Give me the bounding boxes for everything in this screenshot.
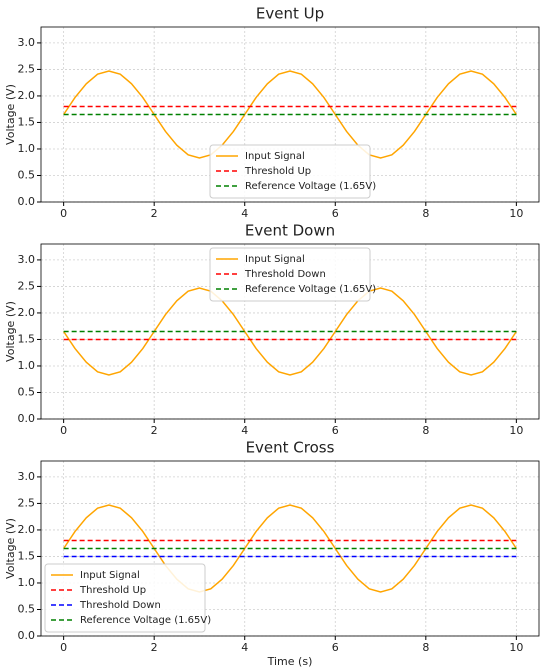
y-tick-label: 2.0 — [18, 89, 36, 102]
y-tick-label: 0.5 — [18, 168, 36, 181]
y-tick-label: 1.5 — [18, 549, 36, 562]
y-tick-label: 2.0 — [18, 523, 36, 536]
y-tick-label: 0.0 — [18, 412, 36, 425]
x-tick-label: 2 — [151, 207, 158, 220]
x-tick-label: 6 — [332, 207, 339, 220]
y-tick-label: 0.5 — [18, 602, 36, 615]
x-tick-label: 6 — [332, 641, 339, 654]
chart-title: Event Cross — [246, 439, 335, 457]
legend-label: Threshold Down — [79, 600, 161, 611]
y-tick-label: 3.0 — [18, 253, 36, 266]
legend-label: Input Signal — [245, 254, 305, 265]
legend: Input Signal Threshold Up Threshold Down Re… — [44, 563, 211, 633]
x-tick-label: 10 — [509, 207, 523, 220]
legend-box — [209, 144, 371, 199]
x-tick-label: 4 — [241, 424, 248, 437]
x-tick-label: 4 — [241, 207, 248, 220]
axes-frame — [40, 460, 540, 637]
y-tick-label: 3.0 — [18, 36, 36, 49]
y-tick-label: 1.0 — [18, 142, 36, 155]
chart-title: Event Down — [245, 222, 335, 240]
y-tick-label: 3.0 — [18, 470, 36, 483]
y-tick-label: 2.5 — [18, 62, 36, 75]
y-axis-label: Voltage (V) — [4, 301, 17, 362]
x-tick-label: 10 — [509, 641, 523, 654]
signal-line — [63, 70, 517, 159]
y-tick-label: 2.0 — [18, 306, 36, 319]
x-tick-label: 2 — [151, 641, 158, 654]
y-tick-label: 1.0 — [18, 576, 36, 589]
y-tick-label: 0.5 — [18, 385, 36, 398]
signal-line — [63, 287, 517, 376]
x-tick-label: 8 — [422, 207, 429, 220]
legend-label: Reference Voltage (1.65V) — [245, 284, 376, 295]
y-tick-label: 2.5 — [18, 496, 36, 509]
axes-frame — [40, 243, 540, 420]
x-tick-label: 0 — [60, 641, 67, 654]
y-tick-label: 1.5 — [18, 332, 36, 345]
y-tick-label: 2.5 — [18, 279, 36, 292]
x-tick-label: 0 — [60, 207, 67, 220]
x-tick-label: 6 — [332, 424, 339, 437]
legend-label: Reference Voltage (1.65V) — [80, 615, 211, 626]
legend-label: Input Signal — [80, 570, 140, 581]
x-tick-label: 10 — [509, 424, 523, 437]
legend-label: Reference Voltage (1.65V) — [245, 181, 376, 192]
y-axis-label: Voltage (V) — [4, 84, 17, 145]
legend-label: Threshold Down — [244, 269, 326, 280]
legend-label: Input Signal — [245, 151, 305, 162]
axes-frame — [40, 26, 540, 203]
x-axis-label: Time (s) — [267, 655, 313, 668]
y-tick-label: 1.0 — [18, 359, 36, 372]
x-tick-label: 8 — [422, 641, 429, 654]
x-tick-label: 8 — [422, 424, 429, 437]
chart-title: Event Up — [256, 5, 324, 23]
y-tick-label: 1.5 — [18, 115, 36, 128]
legend-box — [44, 563, 206, 633]
x-tick-label: 0 — [60, 424, 67, 437]
legend: Input Signal Threshold Up Reference Voltag… — [209, 144, 376, 199]
legend-label: Threshold Up — [79, 585, 146, 596]
signal-line — [63, 504, 517, 593]
legend-box — [209, 247, 371, 302]
legend-label: Threshold Up — [244, 166, 311, 177]
x-tick-label: 2 — [151, 424, 158, 437]
y-tick-label: 0.0 — [18, 195, 36, 208]
x-tick-label: 4 — [241, 641, 248, 654]
y-tick-label: 0.0 — [18, 629, 36, 642]
legend: Input Signal Threshold Down Reference Volt… — [209, 247, 376, 302]
y-axis-label: Voltage (V) — [4, 518, 17, 579]
